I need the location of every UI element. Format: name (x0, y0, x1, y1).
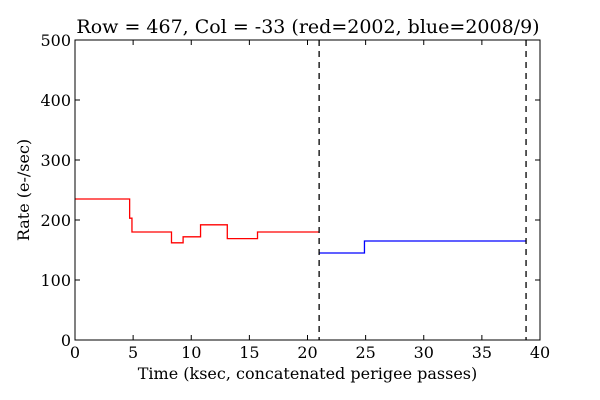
x-tick-label: 15 (239, 343, 259, 362)
x-tick-label: 25 (355, 343, 375, 362)
series-line-1 (75, 198, 320, 244)
y-tick-label: 100 (40, 271, 71, 290)
x-axis-label: Time (ksec, concatenated perigee passes) (138, 364, 478, 383)
y-tick-label: 0 (61, 331, 71, 350)
x-tick-label: 40 (530, 343, 550, 362)
chart-title: Row = 467, Col = -33 (red=2002, blue=200… (76, 16, 539, 38)
x-tick-label: 35 (472, 343, 492, 362)
y-tick-label: 500 (40, 31, 71, 50)
series-line-2 (319, 240, 527, 254)
x-tick-label: 5 (128, 343, 138, 362)
plot-frame (74, 39, 541, 341)
x-tick-label: 30 (414, 343, 434, 362)
y-axis-label: Rate (e-/sec) (14, 139, 33, 241)
y-tick-label: 400 (40, 91, 71, 110)
x-tick-label: 20 (297, 343, 317, 362)
x-tick-label: 0 (70, 343, 80, 362)
y-tick-label: 200 (40, 211, 71, 230)
plot-area (75, 40, 527, 340)
y-tick-label: 300 (40, 151, 71, 170)
x-tick-label: 10 (181, 343, 201, 362)
